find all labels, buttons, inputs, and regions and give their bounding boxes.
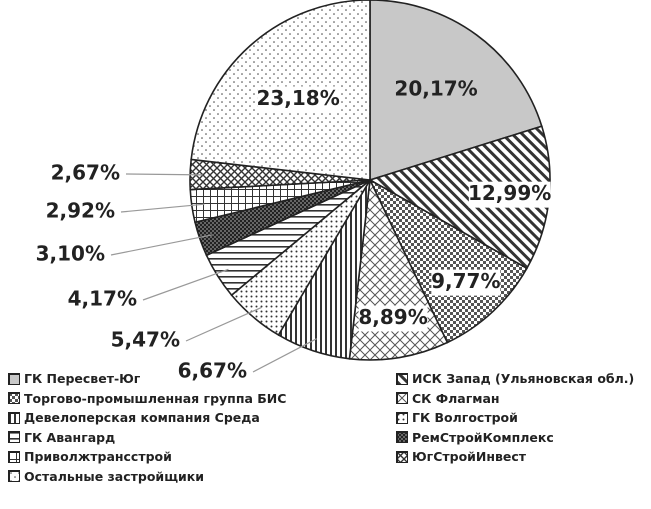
legend-item: СК Флагман: [396, 391, 500, 406]
legend-swatch: [8, 411, 20, 424]
legend-swatch: [396, 450, 408, 463]
legend-label: ГК Авангард: [24, 429, 116, 445]
legend-item: ГК Волгострой: [396, 410, 518, 425]
leader-line: [125, 173, 203, 176]
data-label-background: [468, 181, 551, 208]
data-label: 2,92%: [46, 199, 115, 223]
legend-label: Приволжтрансстрой: [24, 449, 172, 464]
legend-item: ГК Пересвет-Юг: [8, 371, 140, 386]
legend-label: РемСтройКомплекс: [412, 429, 554, 445]
legend-label: ГК Волгострой: [412, 410, 518, 425]
data-label: 2,67%: [51, 161, 120, 185]
legend-item: РемСтройКомплекс: [396, 430, 554, 445]
data-label-background: [257, 86, 339, 113]
data-label-background: [358, 305, 428, 332]
legend-swatch: [8, 470, 20, 482]
legend-swatch: [396, 372, 408, 385]
data-label: 5,47%: [111, 328, 180, 352]
data-label: 3,10%: [36, 242, 105, 266]
legend-swatch: [8, 431, 20, 443]
data-label-background: [395, 77, 477, 104]
legend-item: Торгово-промышленная группа БИС: [8, 391, 286, 406]
legend-item: ИСК Запад (Ульяновская обл.): [396, 371, 634, 386]
data-label: 8,89%: [358, 305, 427, 329]
data-label: 23,18%: [256, 86, 339, 110]
legend-swatch: [396, 431, 408, 443]
legend-label: ГК Пересвет-Юг: [24, 371, 141, 386]
data-label-background: [431, 269, 501, 296]
legend-label: Торгово-промышленная группа БИС: [24, 390, 287, 406]
legend-label: Остальные застройщики: [24, 468, 205, 484]
leader-line: [120, 203, 205, 213]
legend-item: ЮгСтройИнвест: [396, 449, 526, 464]
legend-item: Приволжтрансстрой: [8, 449, 172, 464]
legend-label: Девелоперская компания Среда: [24, 410, 260, 425]
data-label: 4,17%: [68, 287, 137, 311]
pie-slice: [368, 178, 528, 344]
legend-label: ЮгСтройИнвест: [412, 449, 527, 464]
leader-line: [110, 234, 212, 256]
leader-line: [142, 268, 229, 301]
legend-swatch: [8, 392, 20, 404]
data-label: 6,67%: [178, 359, 247, 383]
legend-label: ИСК Запад (Ульяновская обл.): [412, 371, 635, 386]
leader-line: [252, 338, 318, 373]
legend-item: Остальные застройщики: [8, 469, 204, 484]
legend-swatch: [396, 411, 408, 424]
legend-swatch: [8, 372, 20, 385]
legend-item: Девелоперская компания Среда: [8, 410, 260, 425]
legend-item: ГК Авангард: [8, 430, 115, 445]
leader-line: [185, 306, 262, 342]
legend-swatch: [8, 450, 20, 463]
legend-label: СК Флагман: [412, 390, 500, 406]
data-label: 9,77%: [431, 269, 500, 293]
data-label: 20,17%: [394, 77, 477, 101]
legend-swatch: [396, 392, 408, 404]
data-label: 12,99%: [468, 181, 551, 205]
